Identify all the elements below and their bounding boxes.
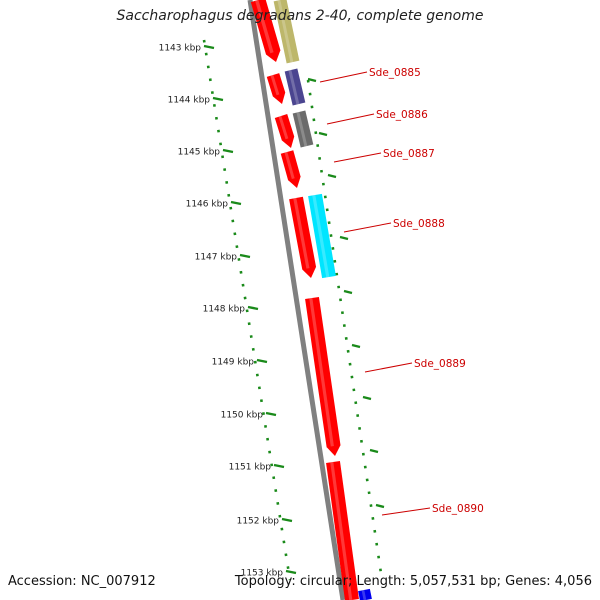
gene-arrow-slate bbox=[284, 68, 306, 106]
gene-label: Sde_0888 bbox=[393, 218, 445, 230]
scale-label: 1144 kbp bbox=[168, 96, 211, 106]
scale-major-tick bbox=[339, 235, 349, 241]
scale-major-tick bbox=[307, 77, 317, 83]
gene-label-leader bbox=[343, 222, 392, 233]
scale-major-tick bbox=[318, 131, 328, 137]
gene-label-leader bbox=[319, 71, 368, 83]
scale-major-tick bbox=[212, 96, 224, 102]
gene-label-leader bbox=[381, 507, 431, 516]
scale-label: 1149 kbp bbox=[212, 358, 255, 368]
gene-arrow-red bbox=[274, 114, 295, 148]
scale-label: 1147 kbp bbox=[195, 253, 238, 263]
scale-major-tick bbox=[362, 395, 372, 401]
gene-arrow-red bbox=[280, 150, 301, 188]
scale-major-tick bbox=[285, 569, 297, 575]
gene-arrow-red bbox=[305, 296, 341, 456]
scale-label: 1145 kbp bbox=[178, 148, 221, 158]
scale-label: 1150 kbp bbox=[221, 411, 264, 421]
map-title: Saccharophagus degradans 2-40, complete … bbox=[116, 8, 484, 24]
scale-major-tick bbox=[230, 200, 242, 206]
scale-major-tick bbox=[369, 448, 379, 454]
scale-label: 1153 kbp bbox=[241, 569, 284, 579]
scale-label: 1143 kbp bbox=[159, 44, 202, 54]
scale-major-tick bbox=[265, 411, 277, 417]
gene-arrow-blue bbox=[358, 588, 372, 600]
scale-label: 1152 kbp bbox=[237, 517, 280, 527]
scale-major-tick bbox=[222, 148, 234, 154]
backbone-line bbox=[247, 0, 346, 600]
scale-major-tick bbox=[351, 343, 361, 349]
scale-ticks bbox=[202, 39, 385, 581]
gene-label-leader bbox=[333, 152, 382, 163]
scale-major-tick bbox=[273, 463, 285, 469]
gene-features bbox=[250, 0, 372, 600]
left-scale-line bbox=[202, 39, 292, 581]
scale-major-tick bbox=[281, 517, 293, 523]
gene-label: Sde_0886 bbox=[376, 109, 428, 121]
scale-major-tick bbox=[203, 44, 215, 50]
scale-label: 1151 kbp bbox=[229, 463, 272, 473]
gene-label: Sde_0887 bbox=[383, 148, 435, 160]
scale-major-tick bbox=[343, 289, 353, 295]
scale-label: 1146 kbp bbox=[186, 200, 229, 210]
gene-labels: 1143 kbp 1144 kbp 1145 kbp 1146 kbp 1147 kbp… bbox=[159, 44, 484, 579]
gene-label: Sde_0885 bbox=[369, 67, 421, 79]
gene-arrow-cyan bbox=[308, 193, 336, 279]
scale-label: 1148 kbp bbox=[203, 305, 246, 315]
gene-label: Sde_0889 bbox=[414, 358, 466, 370]
gene-label-leader bbox=[326, 113, 375, 125]
gene-arrow-red bbox=[326, 461, 359, 600]
scale-major-tick bbox=[247, 305, 259, 311]
gene-arrow-gray bbox=[292, 110, 314, 148]
accession-text: Accession: NC_007912 bbox=[8, 574, 156, 589]
gene-label-leader bbox=[364, 362, 413, 373]
gene-label: Sde_0890 bbox=[432, 503, 484, 515]
gene-arrow-red bbox=[289, 196, 317, 278]
gene-arrow-red bbox=[266, 73, 286, 104]
scale-major-tick bbox=[375, 503, 385, 509]
gene-arrow-khaki bbox=[273, 0, 300, 64]
scale-major-tick bbox=[327, 173, 337, 179]
scale-major-tick bbox=[239, 253, 251, 259]
genome-summary-text: Topology: circular; Length: 5,057,531 bp… bbox=[234, 574, 592, 589]
gene-arrow-red bbox=[250, 0, 281, 62]
scale-major-tick bbox=[256, 358, 268, 364]
